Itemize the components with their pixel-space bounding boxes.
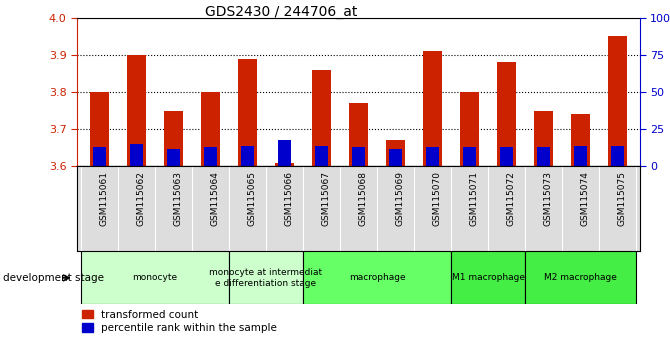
Text: monocyte at intermediat
e differentiation stage: monocyte at intermediat e differentiatio… bbox=[209, 268, 322, 287]
Text: M2 macrophage: M2 macrophage bbox=[544, 273, 617, 282]
Bar bbox=[127, 55, 145, 166]
Bar bbox=[451, 251, 525, 304]
Text: GSM115066: GSM115066 bbox=[284, 171, 293, 225]
Bar bbox=[352, 147, 365, 166]
Bar bbox=[229, 251, 303, 304]
Bar bbox=[535, 111, 553, 166]
Bar bbox=[386, 141, 405, 166]
Bar bbox=[608, 36, 627, 166]
Bar bbox=[537, 147, 550, 166]
Text: GSM115061: GSM115061 bbox=[99, 171, 109, 225]
Text: GSM115074: GSM115074 bbox=[581, 171, 590, 225]
Text: GSM115064: GSM115064 bbox=[210, 171, 219, 225]
Bar bbox=[278, 139, 291, 166]
Bar bbox=[611, 145, 624, 166]
Bar bbox=[81, 251, 229, 304]
Bar bbox=[500, 147, 513, 166]
Bar bbox=[275, 163, 293, 166]
Legend: transformed count, percentile rank within the sample: transformed count, percentile rank withi… bbox=[82, 310, 277, 333]
Text: GSM115073: GSM115073 bbox=[543, 171, 553, 225]
Bar bbox=[92, 147, 106, 166]
Text: GSM115070: GSM115070 bbox=[433, 171, 442, 225]
Bar bbox=[463, 147, 476, 166]
Bar bbox=[164, 111, 182, 166]
Bar bbox=[426, 147, 439, 166]
Bar bbox=[90, 92, 109, 166]
Bar bbox=[204, 147, 217, 166]
Bar bbox=[312, 70, 331, 166]
Text: GSM115071: GSM115071 bbox=[470, 171, 478, 225]
Text: GSM115063: GSM115063 bbox=[174, 171, 182, 225]
Text: GSM115068: GSM115068 bbox=[358, 171, 367, 225]
Bar bbox=[238, 59, 257, 166]
Text: GDS2430 / 244706_at: GDS2430 / 244706_at bbox=[205, 5, 358, 19]
Bar bbox=[349, 103, 368, 166]
Bar bbox=[497, 62, 516, 166]
Bar bbox=[460, 92, 479, 166]
Text: GSM115065: GSM115065 bbox=[247, 171, 257, 225]
Bar bbox=[130, 144, 143, 166]
Bar bbox=[423, 51, 442, 166]
Bar bbox=[241, 145, 254, 166]
Bar bbox=[303, 251, 451, 304]
Bar bbox=[201, 92, 220, 166]
Bar bbox=[525, 251, 636, 304]
Text: development stage: development stage bbox=[3, 273, 105, 283]
Text: GSM115062: GSM115062 bbox=[136, 171, 145, 225]
Bar bbox=[572, 114, 590, 166]
Bar bbox=[167, 149, 180, 166]
Text: GSM115075: GSM115075 bbox=[618, 171, 626, 225]
Text: macrophage: macrophage bbox=[348, 273, 405, 282]
Text: GSM115069: GSM115069 bbox=[395, 171, 405, 225]
Bar bbox=[315, 145, 328, 166]
Text: GSM115067: GSM115067 bbox=[322, 171, 330, 225]
Text: monocyte: monocyte bbox=[132, 273, 178, 282]
Bar bbox=[389, 149, 402, 166]
Bar bbox=[574, 145, 587, 166]
Text: M1 macrophage: M1 macrophage bbox=[452, 273, 525, 282]
Text: GSM115072: GSM115072 bbox=[507, 171, 515, 225]
